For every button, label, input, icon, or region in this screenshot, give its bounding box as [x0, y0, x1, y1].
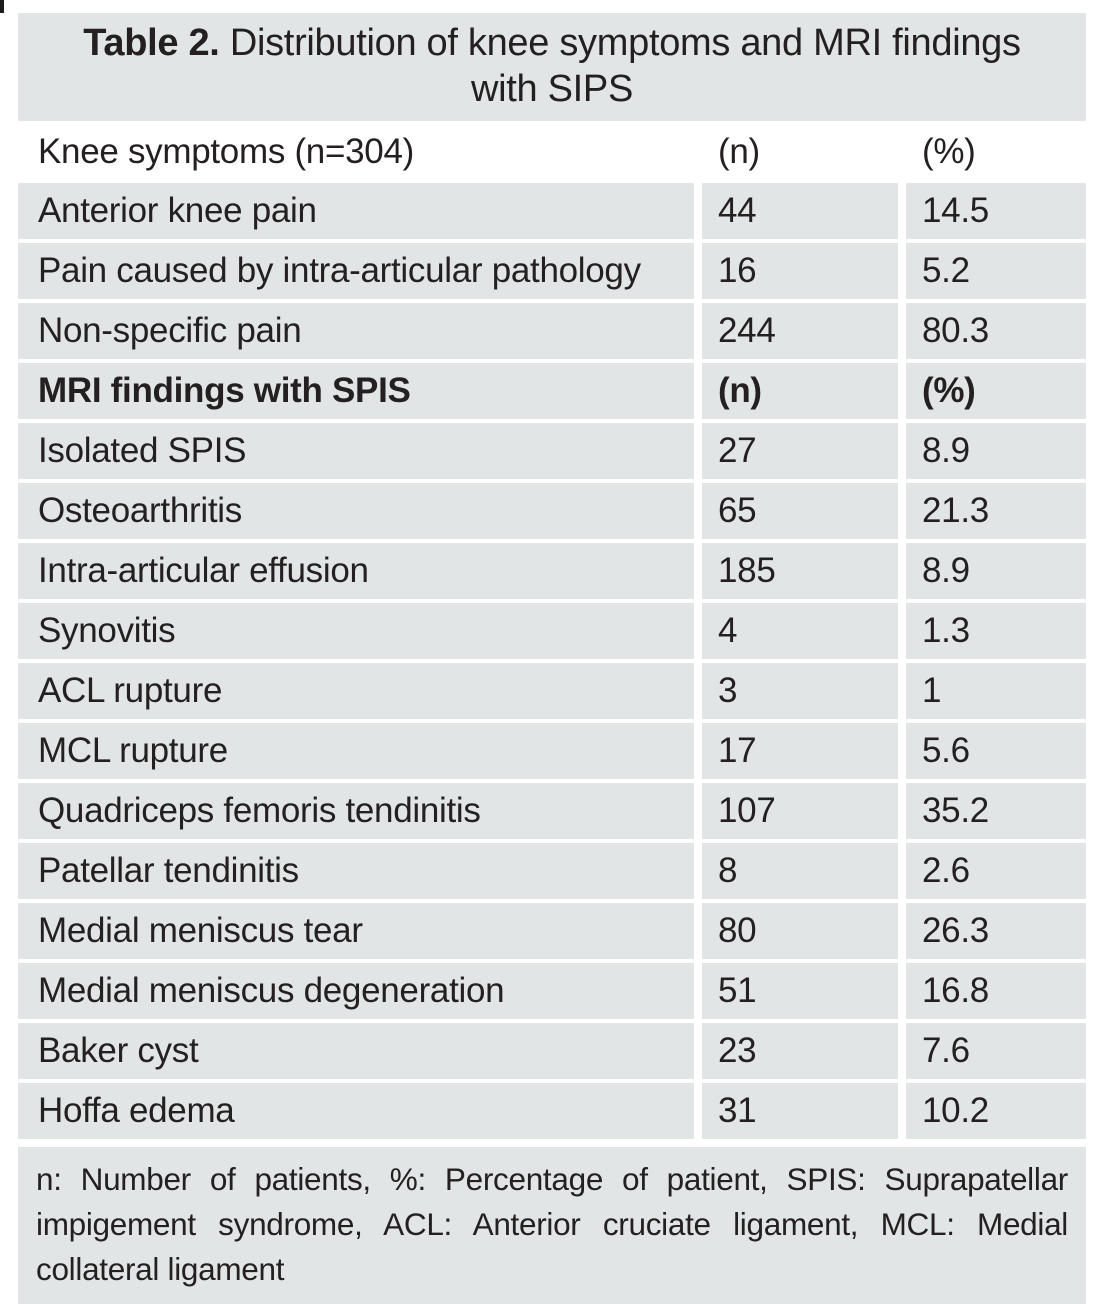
row-n: 4 [702, 603, 898, 659]
row-pct: 2.6 [906, 843, 1086, 899]
row-n: 51 [702, 963, 898, 1019]
row-label: ACL rupture [18, 663, 694, 719]
row-pct: 26.3 [906, 903, 1086, 959]
row-label: Quadriceps femoris tendinitis [18, 783, 694, 839]
table-caption: Table 2. Distribution of knee symptoms a… [18, 13, 1086, 121]
row-pct: 7.6 [906, 1023, 1086, 1079]
table-row: Anterior knee pain 44 14.5 [18, 183, 1086, 239]
table-row: MCL rupture 17 5.6 [18, 723, 1086, 779]
section-header-n: (n) [702, 363, 898, 419]
table-header-row: Knee symptoms (n=304) (n) (%) [18, 121, 1086, 183]
column-header-symptoms: Knee symptoms (n=304) [18, 132, 694, 172]
row-pct: 14.5 [906, 183, 1086, 239]
table-row: Medial meniscus degeneration 51 16.8 [18, 963, 1086, 1019]
table-row: Pain caused by intra-articular pathology… [18, 243, 1086, 299]
row-pct: 5.6 [906, 723, 1086, 779]
table-footnote: n: Number of patients, %: Percentage of … [18, 1147, 1086, 1304]
section-header-percent: (%) [906, 363, 1086, 419]
row-n: 107 [702, 783, 898, 839]
table-row: Intra-articular effusion 185 8.9 [18, 543, 1086, 599]
table-row: Patellar tendinitis 8 2.6 [18, 843, 1086, 899]
row-label: Intra-articular effusion [18, 543, 694, 599]
table-row: Medial meniscus tear 80 26.3 [18, 903, 1086, 959]
row-n: 3 [702, 663, 898, 719]
row-label: Medial meniscus tear [18, 903, 694, 959]
table-caption-text: Distribution of knee symptoms and MRI fi… [219, 22, 1021, 64]
page-edge-mark [0, 0, 4, 13]
row-n: 65 [702, 483, 898, 539]
table-row: Osteoarthritis 65 21.3 [18, 483, 1086, 539]
table-body: Anterior knee pain 44 14.5 Pain caused b… [18, 183, 1086, 1139]
row-n: 16 [702, 243, 898, 299]
table-row: ACL rupture 3 1 [18, 663, 1086, 719]
row-label: Patellar tendinitis [18, 843, 694, 899]
table-caption-line-2: with SIPS [470, 68, 634, 110]
row-n: 244 [702, 303, 898, 359]
row-pct: 35.2 [906, 783, 1086, 839]
row-n: 31 [702, 1083, 898, 1139]
row-n: 80 [702, 903, 898, 959]
row-pct: 1 [906, 663, 1086, 719]
row-n: 185 [702, 543, 898, 599]
table-row: Isolated SPIS 27 8.9 [18, 423, 1086, 479]
row-pct: 10.2 [906, 1083, 1086, 1139]
column-header-n: (n) [702, 132, 898, 172]
row-n: 23 [702, 1023, 898, 1079]
row-n: 27 [702, 423, 898, 479]
row-label: Anterior knee pain [18, 183, 694, 239]
row-n: 8 [702, 843, 898, 899]
row-pct: 5.2 [906, 243, 1086, 299]
row-label: Isolated SPIS [18, 423, 694, 479]
row-label: Baker cyst [18, 1023, 694, 1079]
table-row: Non-specific pain 244 80.3 [18, 303, 1086, 359]
table-2: Table 2. Distribution of knee symptoms a… [18, 13, 1086, 1304]
row-label: Hoffa edema [18, 1083, 694, 1139]
column-header-percent: (%) [906, 132, 1086, 172]
row-pct: 21.3 [906, 483, 1086, 539]
table-number-label: Table 2. [83, 22, 220, 64]
row-pct: 1.3 [906, 603, 1086, 659]
section-header-row: MRI findings with SPIS (n) (%) [18, 363, 1086, 419]
row-pct: 8.9 [906, 543, 1086, 599]
table-row: Synovitis 4 1.3 [18, 603, 1086, 659]
row-label: Osteoarthritis [18, 483, 694, 539]
table-caption-line-1: Table 2. Distribution of knee symptoms a… [48, 20, 1056, 66]
table-row: Baker cyst 23 7.6 [18, 1023, 1086, 1079]
row-pct: 16.8 [906, 963, 1086, 1019]
row-label: Non-specific pain [18, 303, 694, 359]
row-label: MCL rupture [18, 723, 694, 779]
row-label: Medial meniscus degeneration [18, 963, 694, 1019]
row-pct: 80.3 [906, 303, 1086, 359]
section-header-label: MRI findings with SPIS [18, 363, 694, 419]
table-row: Hoffa edema 31 10.2 [18, 1083, 1086, 1139]
row-pct: 8.9 [906, 423, 1086, 479]
row-n: 44 [702, 183, 898, 239]
row-n: 17 [702, 723, 898, 779]
row-label: Pain caused by intra-articular pathology [18, 243, 694, 299]
table-row: Quadriceps femoris tendinitis 107 35.2 [18, 783, 1086, 839]
row-label: Synovitis [18, 603, 694, 659]
